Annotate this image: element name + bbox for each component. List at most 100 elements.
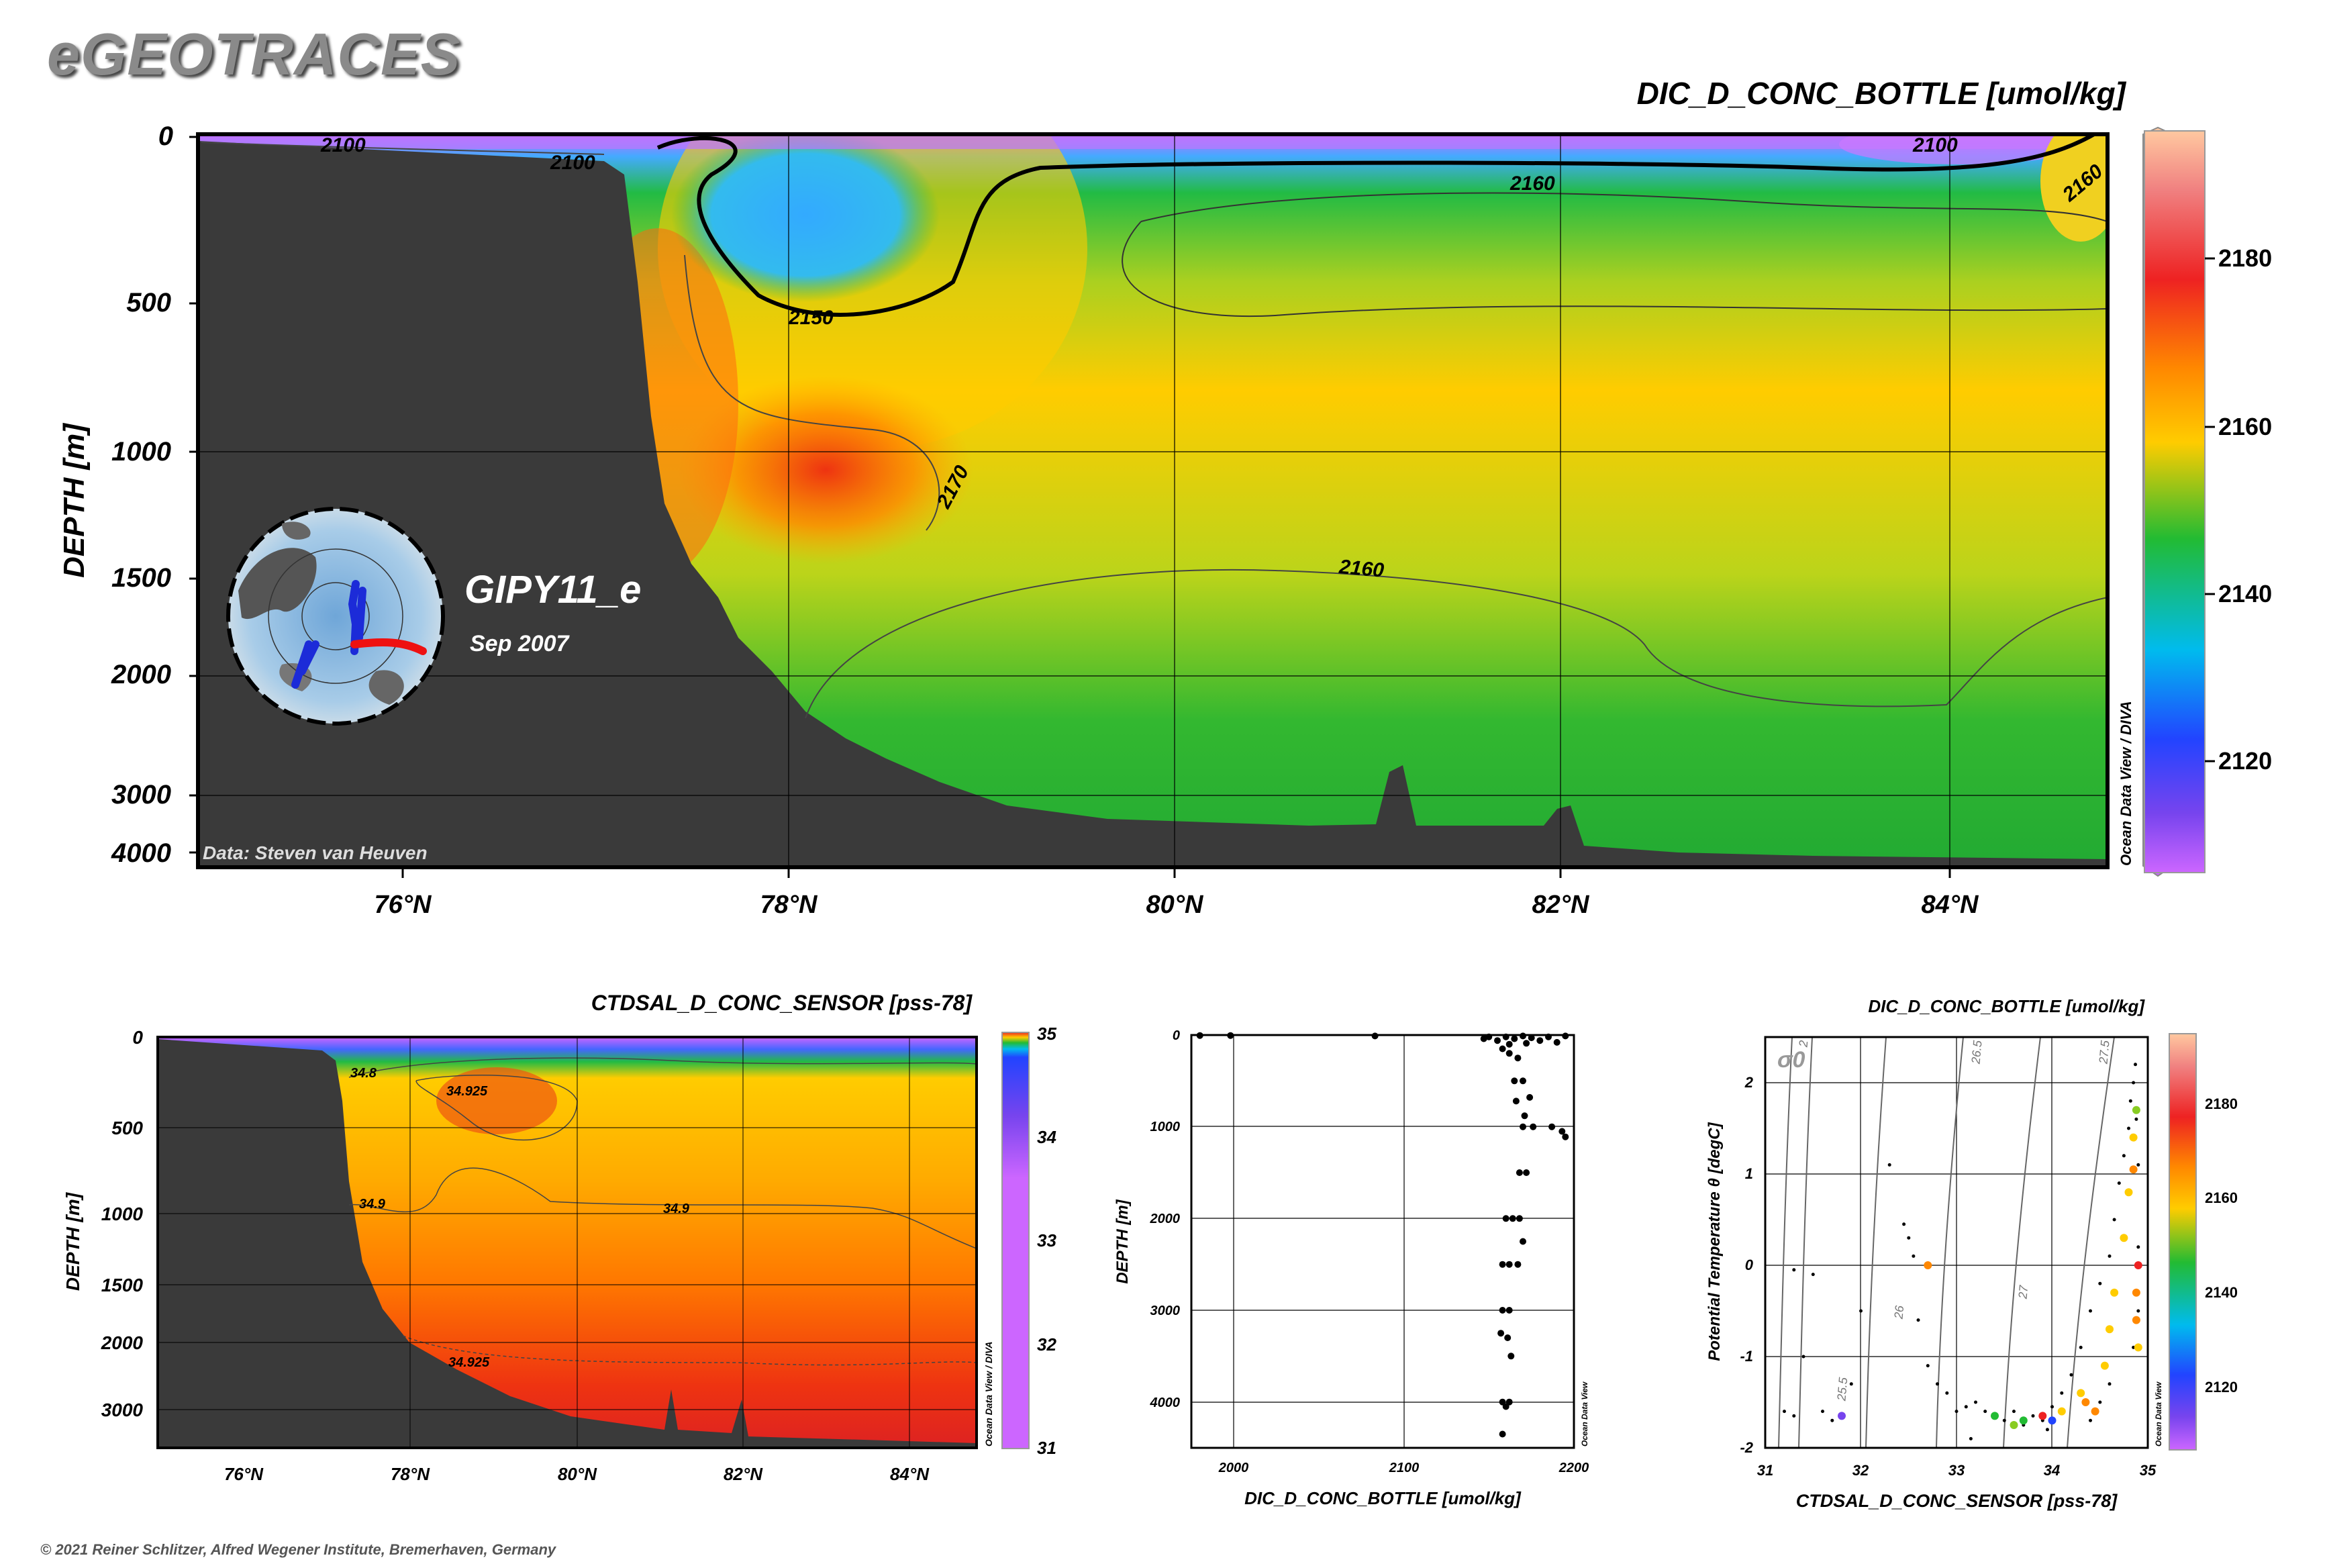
- colored-data-point: [2091, 1407, 2099, 1416]
- contour-label: 34.9: [359, 1197, 386, 1212]
- data-point: [1505, 1050, 1513, 1057]
- data-point: [1528, 1034, 1535, 1042]
- data-point: [1792, 1414, 1796, 1418]
- data-point: [1548, 1123, 1556, 1130]
- data-point: [2136, 1245, 2140, 1249]
- data-point: [2128, 1099, 2132, 1103]
- colorbar-tick: 2180: [2205, 1095, 2238, 1112]
- data-point: [1480, 1035, 1487, 1042]
- data-point: [2122, 1154, 2126, 1158]
- x-tick-label: 82°N: [724, 1464, 763, 1484]
- data-credit: Data: Steven van Heuven: [203, 842, 428, 863]
- data-point: [2098, 1281, 2102, 1285]
- colored-data-point: [2129, 1133, 2138, 1142]
- data-point: [1974, 1400, 1977, 1404]
- y-tick-label: 4000: [1150, 1395, 1181, 1410]
- data-point: [1509, 1215, 1516, 1222]
- data-point: [1902, 1222, 1906, 1226]
- copyright: © 2021 Reiner Schlitzer, Alfred Wegener …: [40, 1541, 556, 1558]
- data-point: [2031, 1414, 2035, 1418]
- data-point: [1499, 1045, 1506, 1052]
- isopycnal-label: 27: [2016, 1284, 2031, 1300]
- x-tick-label: 80°N: [1146, 891, 1204, 919]
- side-label: Ocean Data View / DIVA: [2118, 701, 2134, 866]
- dic-colorbar: 2180 2160 2140 2120: [2142, 126, 2272, 877]
- data-point: [2132, 1081, 2136, 1085]
- data-point: [1954, 1410, 1959, 1414]
- colorbar-tick: 33: [1037, 1230, 1056, 1251]
- x-tick-label: 2100: [1389, 1461, 1420, 1475]
- data-point: [1811, 1273, 1815, 1277]
- salinity-colorbar: 35 34 33 32 31: [1001, 1024, 1056, 1458]
- sigma-label: σ0: [1777, 1047, 1805, 1073]
- data-point: [1511, 1077, 1518, 1085]
- y-tick-label: 0: [158, 121, 173, 151]
- brand-logo: eGEOTRACES: [47, 21, 461, 87]
- colored-data-point: [2010, 1421, 2018, 1429]
- colorbar-tick: 34: [1037, 1127, 1056, 1147]
- colored-data-point: [2081, 1398, 2090, 1406]
- x-tick-label: 2200: [1558, 1461, 1589, 1475]
- contour-label: 34.9: [663, 1202, 690, 1216]
- data-point: [2069, 1373, 2073, 1377]
- x-tick-label: 33: [1948, 1462, 1965, 1479]
- data-point: [1916, 1318, 1920, 1322]
- data-point: [2012, 1410, 2016, 1414]
- data-point: [2108, 1254, 2112, 1258]
- y-tick-label: 4000: [111, 838, 171, 868]
- colorbar-tick: 2140: [2205, 1284, 2238, 1301]
- x-tick-label: 76°N: [224, 1464, 264, 1484]
- y-tick-label: 1000: [101, 1204, 144, 1224]
- x-tick-label: 80°N: [558, 1464, 597, 1484]
- data-point: [1520, 1032, 1526, 1040]
- data-point: [1907, 1236, 1911, 1240]
- data-point: [2089, 1309, 2092, 1313]
- data-point: [2127, 1126, 2130, 1130]
- data-point: [1558, 1128, 1566, 1135]
- data-point: [1505, 1040, 1513, 1048]
- data-point: [1801, 1355, 1805, 1359]
- x-axis-label: CTDSAL_D_CONC_SENSOR [pss-78]: [1796, 1491, 2118, 1511]
- data-point: [2134, 1117, 2138, 1121]
- data-point: [1926, 1364, 1930, 1368]
- contour-label: 2160: [1509, 173, 1555, 195]
- data-point: [1494, 1037, 1501, 1044]
- data-point: [1507, 1353, 1515, 1360]
- data-point: [1783, 1410, 1786, 1414]
- data-point: [1562, 1032, 1569, 1040]
- colorbar-tick: 2120: [2218, 747, 2272, 775]
- data-point: [1983, 1410, 1987, 1414]
- colored-data-point: [2132, 1106, 2140, 1114]
- y-tick-label: -1: [1740, 1348, 1753, 1365]
- x-tick-label: 34: [2044, 1462, 2060, 1479]
- data-point: [2089, 1418, 2092, 1422]
- isopycnal-label: 26: [1892, 1304, 1907, 1320]
- data-point: [1792, 1268, 1796, 1272]
- data-point: [1504, 1334, 1512, 1341]
- data-point: [2134, 1063, 2137, 1067]
- x-tick-label: 78°N: [391, 1464, 430, 1484]
- colorbar-tick: 2160: [2218, 413, 2272, 440]
- data-point: [1562, 1133, 1569, 1140]
- data-point: [1512, 1097, 1520, 1105]
- data-point: [1553, 1038, 1561, 1046]
- data-point: [1936, 1382, 1939, 1386]
- data-point: [2112, 1218, 2116, 1222]
- ts-title: DIC_D_CONC_BOTTLE [umol/kg]: [1868, 996, 2145, 1016]
- y-tick-label: -2: [1740, 1439, 1753, 1456]
- contour-label: 2150: [788, 307, 834, 329]
- x-axis-label: DIC_D_CONC_BOTTLE [umol/kg]: [1244, 1488, 1522, 1508]
- y-tick-label: 1: [1745, 1165, 1753, 1182]
- colorbar-tick: 32: [1037, 1334, 1056, 1355]
- data-point: [1830, 1418, 1834, 1422]
- ts-plot: 25.5 26 26.5 27 27.5 2 σ0 -2 -1 0 1 2 31…: [1705, 996, 2238, 1511]
- y-axis-label: DEPTH [m]: [1113, 1199, 1132, 1283]
- data-point: [1502, 1215, 1509, 1222]
- x-tick-label: 2000: [1218, 1461, 1249, 1475]
- data-point: [1526, 1093, 1534, 1101]
- data-point: [1859, 1309, 1863, 1313]
- y-tick-label: 1500: [111, 563, 171, 593]
- y-axis-label: Potential Temperature θ [degC]: [1705, 1122, 1724, 1361]
- isopycnal-label: 2: [1797, 1040, 1811, 1048]
